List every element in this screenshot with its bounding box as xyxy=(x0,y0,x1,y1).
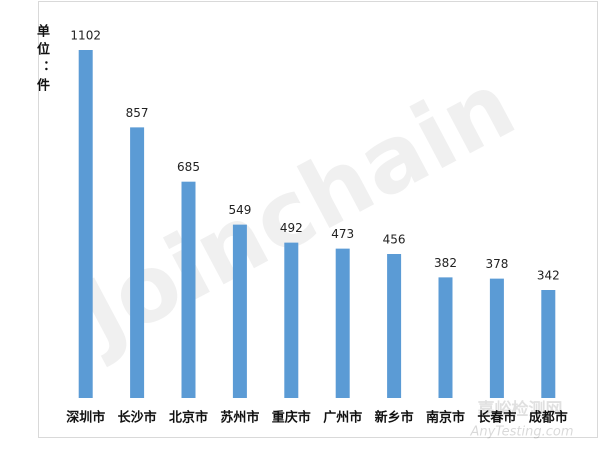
value-label: 549 xyxy=(228,203,251,217)
x-tick-label: 重庆市 xyxy=(272,410,311,426)
x-tick-label: 苏州市 xyxy=(220,410,259,426)
unit-label: 单位：件 xyxy=(34,24,49,96)
value-label: 342 xyxy=(537,269,560,283)
x-tick-label: 成都市 xyxy=(529,410,568,426)
x-tick-label: 南京市 xyxy=(426,410,465,426)
value-label: 857 xyxy=(126,106,149,120)
bar xyxy=(438,277,453,398)
bar xyxy=(387,254,402,398)
bar xyxy=(78,50,93,398)
bar xyxy=(181,181,196,398)
value-label: 378 xyxy=(485,257,508,271)
x-tick-label: 新乡市 xyxy=(375,410,414,426)
value-label: 456 xyxy=(383,233,406,247)
value-label: 685 xyxy=(177,160,200,174)
x-tick-label: 长沙市 xyxy=(118,410,157,426)
watermark-site-name: 嘉峪检测网 xyxy=(477,399,563,420)
value-label: 1102 xyxy=(70,29,101,43)
chart-frame xyxy=(38,1,598,438)
x-tick-label: 深圳市 xyxy=(66,410,105,426)
bar xyxy=(232,224,247,398)
x-tick-label: 长春市 xyxy=(477,410,516,426)
bar xyxy=(489,278,504,398)
bar xyxy=(284,242,299,398)
value-label: 492 xyxy=(280,221,303,235)
bar xyxy=(130,127,145,399)
value-label: 473 xyxy=(331,227,354,241)
x-tick-label: 广州市 xyxy=(323,410,362,426)
watermark-site-url: AnyTesting.com xyxy=(469,425,573,440)
bar xyxy=(335,248,350,398)
bar xyxy=(541,290,556,398)
value-label: 382 xyxy=(434,256,457,270)
x-tick-label: 北京市 xyxy=(169,410,208,426)
